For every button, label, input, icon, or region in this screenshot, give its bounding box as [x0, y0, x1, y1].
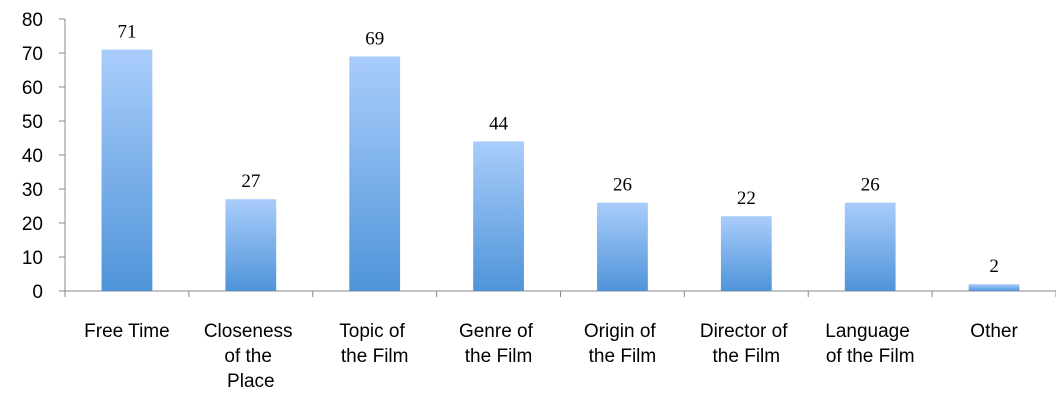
x-tick-label: Free Time: [84, 321, 170, 342]
x-tick-label: Origin of the Film: [584, 321, 661, 367]
data-label: 69: [365, 28, 384, 49]
data-label: 44: [489, 113, 509, 134]
y-tick-label: 0: [32, 282, 43, 303]
y-tick-label: 80: [22, 10, 43, 31]
bar: [101, 49, 153, 291]
x-tick-label: Director of the Film: [700, 321, 793, 367]
x-tick-label: Genre of the Film: [459, 321, 538, 367]
bar: [720, 216, 772, 291]
x-tick-label: Other: [970, 321, 1018, 342]
bar: [597, 202, 648, 291]
y-tick-label: 60: [22, 78, 43, 99]
bar: [349, 56, 401, 292]
data-label: 71: [117, 22, 136, 43]
bar: [844, 202, 896, 291]
y-tick-label: 70: [22, 44, 43, 65]
x-tick-label: Closeness of the Place: [204, 321, 298, 392]
data-label: 26: [861, 175, 880, 196]
bar: [473, 141, 524, 291]
data-label: 26: [613, 175, 632, 196]
y-tick-label: 50: [22, 112, 43, 133]
y-tick-label: 30: [22, 180, 43, 201]
bar: [225, 199, 277, 291]
data-label: 27: [241, 171, 260, 192]
data-label: 2: [989, 256, 999, 277]
x-tick-label: Language of the Film: [825, 321, 915, 367]
y-tick-label: 40: [22, 146, 43, 167]
bar: [968, 284, 1020, 291]
y-tick-label: 20: [22, 214, 43, 235]
x-tick-label: Topic of the Film: [339, 321, 410, 367]
data-label: 22: [737, 188, 756, 209]
y-tick-label: 10: [22, 248, 43, 269]
